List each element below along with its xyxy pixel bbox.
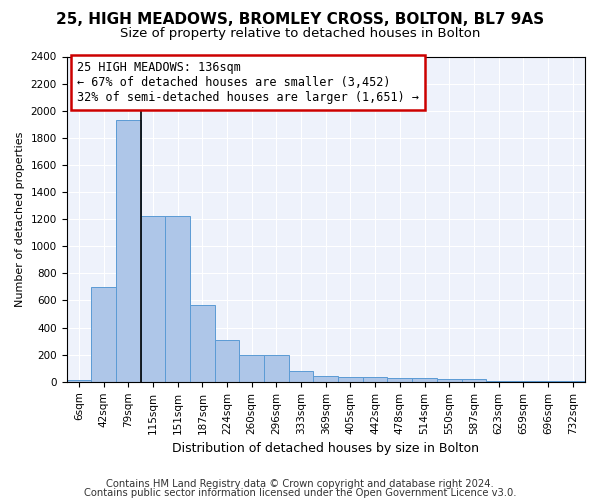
Bar (461, 379, 486, 382)
Bar (363, 377, 388, 382)
Bar (437, 379, 461, 382)
Bar (511, 381, 536, 382)
Bar (116, 120, 140, 382)
Bar (388, 378, 412, 382)
Bar (67, 380, 91, 382)
Bar (536, 381, 560, 382)
Text: 25, HIGH MEADOWS, BROMLEY CROSS, BOLTON, BL7 9AS: 25, HIGH MEADOWS, BROMLEY CROSS, BOLTON,… (56, 12, 544, 28)
Bar (215, 340, 239, 382)
Bar (486, 381, 511, 382)
Bar (412, 378, 437, 382)
Bar (91, 287, 116, 382)
Bar (313, 376, 338, 382)
Bar (264, 354, 289, 382)
Y-axis label: Number of detached properties: Number of detached properties (15, 132, 25, 307)
Text: 25 HIGH MEADOWS: 136sqm
← 67% of detached houses are smaller (3,452)
32% of semi: 25 HIGH MEADOWS: 136sqm ← 67% of detache… (77, 62, 419, 104)
Text: Contains public sector information licensed under the Open Government Licence v3: Contains public sector information licen… (84, 488, 516, 498)
Bar (239, 354, 264, 382)
Text: Size of property relative to detached houses in Bolton: Size of property relative to detached ho… (120, 28, 480, 40)
Bar (338, 377, 363, 382)
Bar (289, 371, 313, 382)
Bar (165, 216, 190, 382)
X-axis label: Distribution of detached houses by size in Bolton: Distribution of detached houses by size … (172, 442, 479, 455)
Bar (140, 216, 165, 382)
Bar (560, 381, 585, 382)
Bar (190, 304, 215, 382)
Text: Contains HM Land Registry data © Crown copyright and database right 2024.: Contains HM Land Registry data © Crown c… (106, 479, 494, 489)
